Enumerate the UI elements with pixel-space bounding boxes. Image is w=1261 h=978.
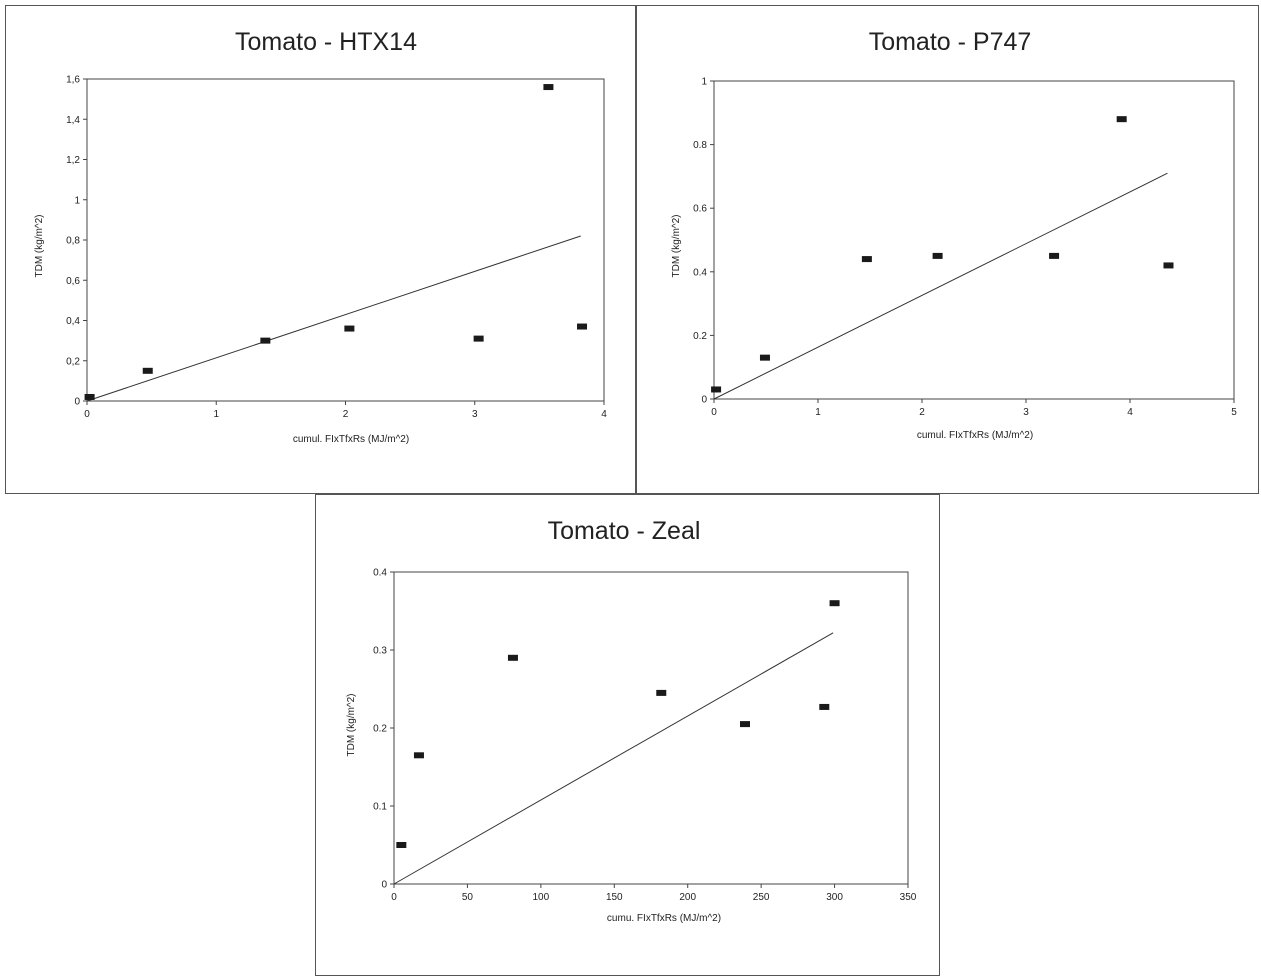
y-axis-label: TDM (kg/m^2) xyxy=(346,693,357,756)
y-tick-label: 0 xyxy=(701,395,707,406)
x-tick-label: 4 xyxy=(601,409,607,420)
y-tick-label: 0.2 xyxy=(373,724,387,735)
data-point xyxy=(577,323,588,330)
x-axis-label: cumu. FIxTfxRs (MJ/m^2) xyxy=(607,913,721,924)
data-point xyxy=(1163,262,1174,269)
chart-htx14: Tomato - HTX14 cumul. FIxTfxRs (MJ/m^2) … xyxy=(34,28,607,445)
y-tick-label: 0,8 xyxy=(66,236,80,247)
y-tick-label: 0.2 xyxy=(693,331,707,342)
y-tick-label: 0 xyxy=(74,397,80,408)
data-point xyxy=(142,367,153,374)
chart-marks: 0 0.2 0.4 0.6 0.8 1 0 1 2 3 4 5 xyxy=(693,77,1237,419)
data-point xyxy=(260,337,271,344)
y-tick-label: 1,2 xyxy=(66,155,80,166)
x-tick-label: 1 xyxy=(815,407,821,418)
x-tick-label: 5 xyxy=(1231,407,1237,418)
data-point xyxy=(739,721,750,728)
chart-title: Tomato - P747 xyxy=(869,28,1032,56)
y-tick-label: 1 xyxy=(74,195,80,206)
plot-frame xyxy=(713,80,1235,400)
x-tick-label: 3 xyxy=(1023,407,1029,418)
data-point xyxy=(543,84,554,91)
x-tick-label: 0 xyxy=(84,409,90,420)
data-point xyxy=(473,335,484,342)
data-point xyxy=(344,325,355,332)
data-point xyxy=(396,842,407,848)
data-point xyxy=(861,256,872,263)
x-tick-label: 50 xyxy=(462,892,474,903)
y-tick-label: 1,6 xyxy=(66,75,80,86)
y-tick-label: 0,2 xyxy=(66,356,80,367)
chart-title: Tomato - HTX14 xyxy=(235,28,417,56)
chart-panel-htx14: Tomato - HTX14 cumul. FIxTfxRs (MJ/m^2) … xyxy=(5,5,636,494)
x-tick-label: 2 xyxy=(919,407,925,418)
data-point xyxy=(759,354,770,361)
data-point xyxy=(656,689,667,696)
x-tick-label: 150 xyxy=(606,892,623,903)
data-point xyxy=(932,252,943,259)
x-tick-label: 1 xyxy=(213,409,219,420)
y-tick-label: 0.3 xyxy=(373,646,387,657)
chart-panel-zeal: Tomato - Zeal cumu. FIxTfxRs (MJ/m^2) TD… xyxy=(315,494,940,976)
plot-frame xyxy=(393,571,909,885)
x-axis-label: cumul. FIxTfxRs (MJ/m^2) xyxy=(293,434,409,445)
x-tick-label: 3 xyxy=(472,409,478,420)
x-tick-label: 0 xyxy=(711,407,717,418)
y-tick-label: 0.1 xyxy=(373,802,387,813)
data-point xyxy=(819,703,830,710)
data-point xyxy=(711,386,722,393)
x-tick-label: 2 xyxy=(343,409,349,420)
data-point xyxy=(84,393,95,400)
chart-zeal: Tomato - Zeal cumu. FIxTfxRs (MJ/m^2) TD… xyxy=(346,517,917,924)
x-tick-label: 4 xyxy=(1127,407,1133,418)
y-tick-label: 0,4 xyxy=(66,316,80,327)
data-point xyxy=(1049,252,1060,259)
y-tick-label: 0.4 xyxy=(373,568,387,579)
chart-title: Tomato - Zeal xyxy=(548,517,701,545)
trend-line xyxy=(86,235,581,402)
x-tick-label: 300 xyxy=(826,892,843,903)
x-axis-label: cumul. FIxTfxRs (MJ/m^2) xyxy=(917,430,1033,441)
data-point xyxy=(1116,116,1127,123)
y-tick-label: 0.6 xyxy=(693,204,707,215)
y-tick-label: 1,4 xyxy=(66,115,80,126)
y-tick-label: 1 xyxy=(701,77,707,88)
data-point xyxy=(507,654,518,661)
data-point xyxy=(413,752,424,759)
trend-line xyxy=(713,172,1168,400)
chart-panel-p747: Tomato - P747 cumul. FIxTfxRs (MJ/m^2) T… xyxy=(636,5,1259,494)
chart-marks: 0 0.1 0.2 0.3 0.4 0 50 100 150 200 250 300 350 xyxy=(373,568,917,904)
x-tick-label: 200 xyxy=(679,892,696,903)
x-tick-label: 350 xyxy=(900,892,917,903)
chart-marks: 0 0,2 0,4 0,6 0,8 1 1,2 1,4 1,6 0 1 2 3 4 xyxy=(66,75,607,421)
plot-frame xyxy=(86,78,605,402)
y-tick-label: 0.8 xyxy=(693,140,707,151)
x-tick-label: 0 xyxy=(391,892,397,903)
y-tick-label: 0,6 xyxy=(66,276,80,287)
trend-line xyxy=(393,632,834,885)
y-axis-label: TDM (kg/m^2) xyxy=(671,214,682,277)
x-tick-label: 100 xyxy=(533,892,550,903)
x-tick-label: 250 xyxy=(753,892,770,903)
y-tick-label: 0.4 xyxy=(693,267,707,278)
y-axis-label: TDM (kg/m^2) xyxy=(34,214,45,277)
y-tick-label: 0 xyxy=(381,880,387,891)
chart-p747: Tomato - P747 cumul. FIxTfxRs (MJ/m^2) T… xyxy=(671,28,1237,441)
data-point xyxy=(829,600,840,607)
